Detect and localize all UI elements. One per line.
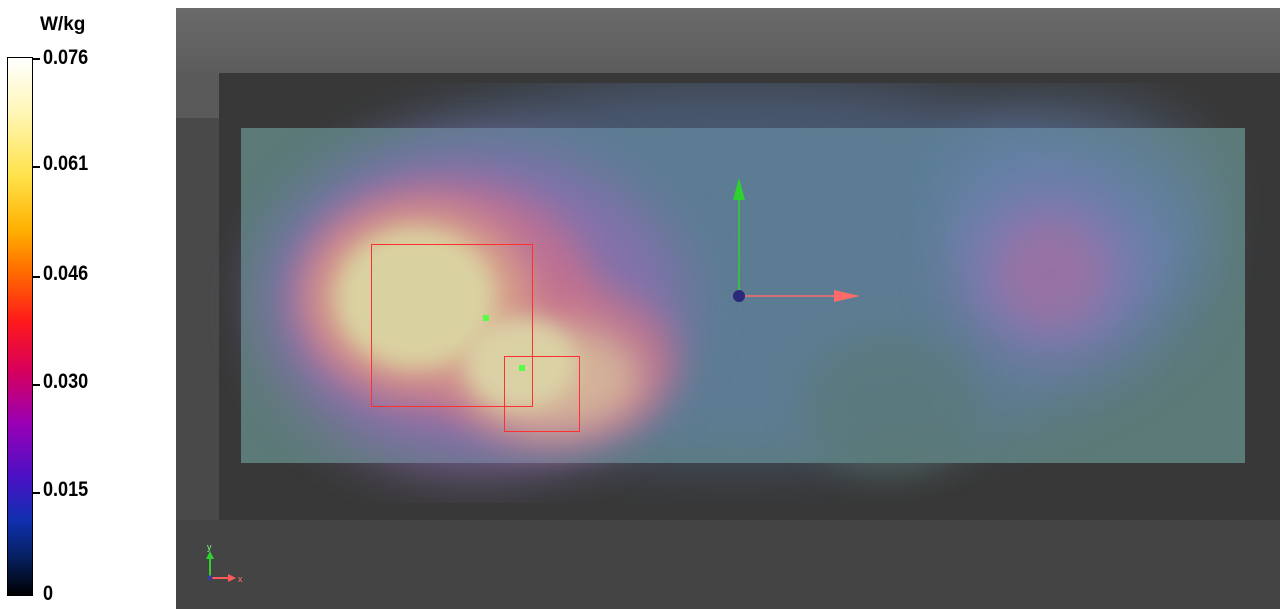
legend-tick-label: 0.076 bbox=[43, 46, 89, 69]
viewport-left-band bbox=[176, 73, 219, 118]
peak-marker bbox=[519, 365, 525, 371]
legend-tick-mark bbox=[33, 384, 40, 386]
viewport-top-band bbox=[176, 8, 1280, 73]
legend-tick-mark bbox=[33, 166, 40, 168]
color-legend: W/kg 0.076 0.061 0.046 0.030 0.015 0 bbox=[0, 0, 176, 609]
legend-tick-mark bbox=[33, 276, 40, 278]
triad-x-label: x bbox=[238, 574, 243, 584]
legend-tick-label: 0.030 bbox=[43, 370, 89, 393]
gizmo-y-axis[interactable] bbox=[733, 178, 745, 296]
legend-tick-label: 0 bbox=[43, 582, 54, 605]
orientation-triad: y x bbox=[206, 542, 243, 584]
legend-tick-mark bbox=[33, 58, 40, 60]
gizmo-origin[interactable] bbox=[733, 290, 745, 302]
legend-colorbar bbox=[7, 57, 33, 596]
roi-box-small[interactable] bbox=[504, 356, 580, 432]
legend-tick-label: 0.015 bbox=[43, 478, 89, 501]
legend-tick-label: 0.046 bbox=[43, 262, 89, 285]
3d-viewport[interactable]: y x bbox=[176, 8, 1280, 609]
legend-tick-mark bbox=[33, 492, 40, 494]
triad-y-label: y bbox=[207, 542, 212, 552]
legend-unit: W/kg bbox=[40, 14, 86, 35]
viewport-bottom-band bbox=[176, 520, 1280, 609]
peak-marker bbox=[483, 315, 489, 321]
coordinate-gizmo[interactable] bbox=[176, 8, 1280, 609]
gizmo-x-axis[interactable] bbox=[739, 290, 860, 302]
roi-box-large[interactable] bbox=[371, 244, 533, 407]
legend-tick-label: 0.061 bbox=[43, 152, 89, 175]
